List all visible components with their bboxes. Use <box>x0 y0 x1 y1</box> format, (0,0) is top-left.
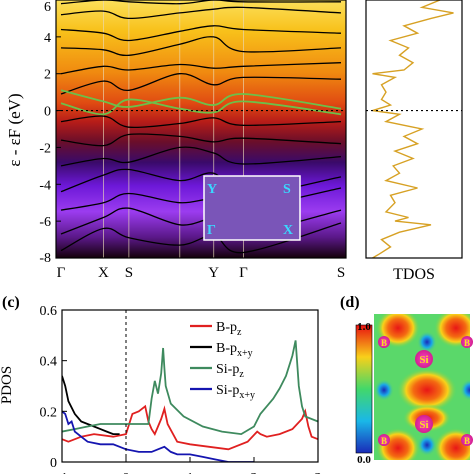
pdos-line <box>62 404 318 451</box>
tdos-line <box>372 0 454 258</box>
band-y-tick-label: -6 <box>39 215 51 230</box>
pdos-panel: (c) 00.20.40.6 -10123 PDOS B-pzB-px+ySi-… <box>0 294 322 474</box>
k-point-label: S <box>337 265 345 281</box>
inset-label-s: S <box>283 182 291 197</box>
pdos-line <box>62 340 318 436</box>
atom-label: B <box>381 338 387 348</box>
pdos-y-axis-label: PDOS <box>0 366 15 404</box>
atom-marker <box>461 336 473 348</box>
atom-marker <box>461 434 473 446</box>
band-y-tick-label: -2 <box>39 141 51 156</box>
band-line <box>60 115 342 129</box>
band-y-tick-label: 4 <box>44 31 51 46</box>
colorbar <box>355 324 373 454</box>
band-line <box>60 36 342 57</box>
k-point-label: Γ <box>239 265 248 281</box>
atom-label: Si <box>419 419 428 431</box>
pdos-x-tick-label: 2 <box>251 471 258 474</box>
colorbar-min-label: 0.0 <box>357 454 371 466</box>
colorbar-max-label: 1.0 <box>357 321 371 333</box>
atom-marker <box>378 336 390 348</box>
atom-marker <box>415 350 433 368</box>
pdos-x-tick-label: 3 <box>315 471 322 474</box>
pdos-y-tick-label: 0.4 <box>40 355 58 370</box>
band-line <box>60 62 342 75</box>
legend-label: B-pz <box>216 320 242 338</box>
atom-marker <box>415 415 433 433</box>
tdos-background <box>366 0 462 258</box>
band-line <box>60 6 342 20</box>
atom-label: B <box>464 436 470 446</box>
tdos-plot-frame <box>365 0 463 259</box>
tdos-panel: TDOS <box>365 0 463 283</box>
k-point-label: Y <box>208 265 219 281</box>
atom-label: B <box>464 338 470 348</box>
pdos-y-tick-label: 0 <box>50 456 57 471</box>
pdos-x-tick-label: 0 <box>123 471 130 474</box>
k-point-label: X <box>98 265 109 281</box>
pdos-y-tick-label: 0.2 <box>40 405 58 420</box>
band-line <box>60 146 342 167</box>
charge-density-map <box>374 314 470 460</box>
pdos-plot-frame <box>61 309 319 463</box>
band-line-highlighted <box>60 89 342 110</box>
pdos-line <box>62 375 120 435</box>
band-line <box>60 25 342 42</box>
band-y-tick-label: -8 <box>39 251 51 266</box>
band-y-axis-label: ε - εF (eV) <box>5 93 24 166</box>
atom-marker <box>378 434 390 446</box>
band-line <box>60 133 342 147</box>
inset-label-y: Y <box>207 182 217 197</box>
k-point-label: Γ <box>57 265 66 281</box>
band-y-tick-label: 0 <box>44 105 51 120</box>
inset-label-gamma: Γ <box>207 223 216 238</box>
band-line <box>60 0 342 5</box>
pdos-x-tick-label: -1 <box>56 471 68 474</box>
band-y-tick-label: 6 <box>44 0 51 15</box>
band-line-highlighted <box>60 98 342 116</box>
k-point-label: S <box>125 265 133 281</box>
inset-label-x: X <box>283 223 293 238</box>
band-line <box>60 73 342 95</box>
panel-label-d: (d) <box>340 294 360 311</box>
panel-label-c: (c) <box>2 294 20 311</box>
legend-label: Si-px+y <box>216 383 255 401</box>
atom-label: Si <box>419 354 428 366</box>
band-line <box>60 222 342 254</box>
band-y-tick-label: -4 <box>39 178 51 193</box>
band-plot-frame <box>55 0 347 259</box>
band-y-tick-label: 2 <box>44 68 51 83</box>
pdos-line <box>62 410 254 462</box>
atom-label: B <box>381 436 387 446</box>
pdos-y-tick-label: 0.6 <box>40 304 58 319</box>
pdos-x-tick-label: 1 <box>187 471 194 474</box>
pdos-legend: B-pz B-px+y Si-pz Si-px+y <box>190 320 255 401</box>
legend-label: Si-pz <box>216 362 244 380</box>
tdos-axis-label: TDOS <box>393 266 435 283</box>
charge-density-panel: (d) 1.0 0.0 B B B B Si Si <box>340 294 473 466</box>
legend-label: B-px+y <box>216 341 253 359</box>
brillouin-zone-inset <box>203 175 301 241</box>
